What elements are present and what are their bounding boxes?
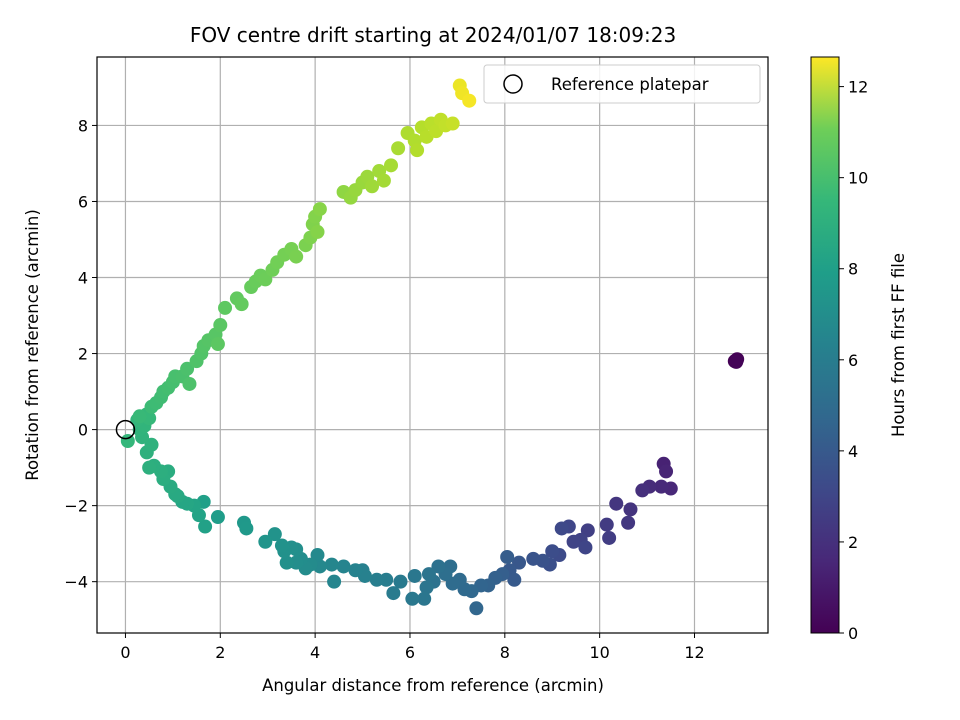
y-tick-label: 2 (78, 345, 88, 364)
data-point (386, 586, 401, 601)
data-point (120, 434, 135, 448)
legend: Reference platepar (483, 64, 761, 104)
x-tick-label: 12 (684, 643, 704, 662)
data-point (348, 563, 363, 578)
data-point (369, 572, 384, 587)
data-point (180, 361, 195, 376)
data-point (365, 179, 380, 194)
data-point (407, 568, 422, 583)
data-point (599, 517, 614, 532)
data-point (210, 337, 225, 352)
data-point (324, 557, 339, 572)
data-point (654, 479, 669, 494)
y-tick-label: 8 (78, 116, 88, 135)
colorbar-label: Hours from first FF file (889, 253, 908, 437)
colorbar-tick-label: 6 (848, 351, 858, 370)
data-point (310, 224, 325, 239)
data-point (144, 437, 159, 452)
y-tick-label: 6 (78, 192, 88, 211)
x-tick-label: 4 (310, 643, 320, 662)
data-point (384, 158, 399, 173)
data-point (312, 202, 327, 217)
data-point (421, 567, 436, 582)
data-point (234, 297, 249, 312)
chart-title: FOV centre drift starting at 2024/01/07 … (190, 23, 676, 47)
y-tick-label: 0 (78, 421, 88, 440)
data-point (274, 538, 289, 553)
x-tick-label: 8 (500, 643, 510, 662)
y-axis-ticks: −4 −2 0 2 4 6 8 (64, 116, 97, 592)
data-point (635, 483, 650, 498)
data-point (512, 555, 527, 570)
x-tick-label: 0 (120, 643, 130, 662)
y-tick-label: −2 (64, 497, 88, 516)
x-axis-ticks: 0 2 4 6 8 10 12 (120, 633, 705, 662)
data-point (578, 540, 593, 555)
data-point (659, 464, 674, 479)
data-point (258, 272, 273, 287)
data-point (289, 249, 304, 264)
data-point (376, 173, 391, 188)
data-point (391, 141, 406, 156)
data-point (417, 591, 432, 606)
data-point (609, 496, 624, 511)
data-point (602, 530, 617, 545)
data-point (210, 510, 225, 525)
x-axis-label: Angular distance from reference (arcmin) (262, 676, 604, 695)
data-point (410, 143, 425, 158)
data-point (393, 574, 408, 589)
x-tick-label: 6 (405, 643, 415, 662)
data-point (419, 580, 434, 595)
data-point (213, 318, 228, 333)
data-point (621, 515, 636, 530)
y-tick-label: −4 (64, 573, 88, 592)
x-tick-label: 10 (589, 643, 609, 662)
colorbar-tick-label: 12 (848, 78, 868, 97)
data-point (445, 576, 460, 591)
data-point (239, 521, 254, 536)
colorbar-tick-label: 2 (848, 533, 858, 552)
y-tick-label: 4 (78, 269, 88, 288)
data-point (218, 300, 233, 315)
data-point (431, 559, 446, 574)
legend-box (483, 64, 761, 104)
data-point (198, 519, 213, 534)
data-point (310, 548, 325, 563)
scatter-points (120, 78, 745, 616)
data-point (566, 534, 581, 549)
colorbar-tick-label: 0 (848, 624, 858, 643)
legend-marker (503, 74, 523, 94)
data-point (507, 572, 522, 587)
colorbar-tick-label: 8 (848, 260, 858, 279)
data-point (267, 527, 282, 542)
data-point (132, 409, 147, 424)
data-point (142, 460, 157, 475)
data-point (545, 544, 560, 559)
legend-label: Reference platepar (551, 75, 709, 94)
plot-frame (96, 56, 769, 634)
data-point (580, 523, 595, 538)
data-point (405, 591, 420, 606)
data-point (258, 534, 273, 549)
reference-platepar-marker (115, 419, 136, 440)
y-axis-label: Rotation from reference (arcmin) (23, 209, 42, 481)
data-point (279, 555, 294, 570)
data-point (336, 559, 351, 574)
data-point (182, 376, 197, 391)
data-point (445, 116, 460, 131)
colorbar-ticks: 0 2 4 6 8 10 12 (839, 78, 868, 643)
data-point (623, 502, 638, 517)
data-point (526, 551, 541, 566)
colorbar-tick-label: 4 (848, 442, 858, 461)
colorbar-tick-label: 10 (848, 169, 868, 188)
data-point (327, 574, 342, 589)
data-point (729, 354, 744, 369)
data-point (469, 601, 484, 616)
data-point (462, 93, 477, 108)
data-point (500, 549, 515, 564)
x-tick-label: 2 (215, 643, 225, 662)
data-point (554, 521, 569, 536)
colorbar (810, 56, 840, 634)
